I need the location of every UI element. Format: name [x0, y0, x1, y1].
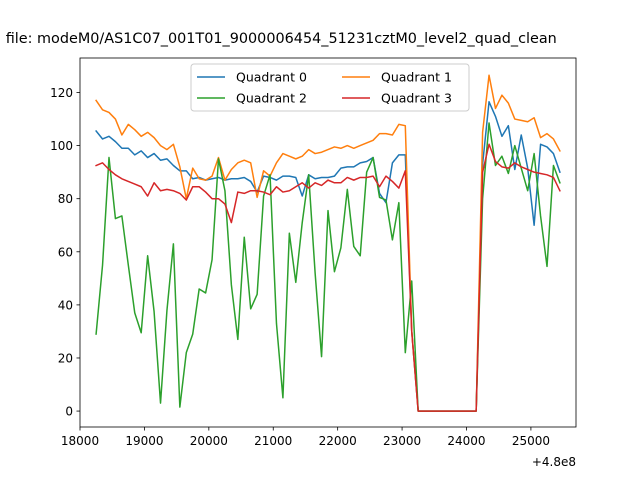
x-tick-label: 24000: [447, 434, 485, 448]
chart-title: n file: modeM0/AS1C07_001T01_9000006454_…: [0, 31, 557, 47]
series-line-quadrant-1: [95, 74, 561, 412]
x-tick-label: 22000: [319, 434, 357, 448]
y-tick-label: 120: [50, 86, 73, 100]
x-tick-label: 19000: [125, 434, 163, 448]
plot-frame: [79, 57, 577, 428]
y-tick-label: 80: [58, 192, 73, 206]
axes-layer: 18000 19000 20000 21000 22000 23000 24000 25000…: [50, 57, 577, 448]
x-tick-label: 23000: [383, 434, 421, 448]
legend: Quadrant 0 Quadrant 1 Quadrant 2 Quadrant 3: [190, 63, 470, 112]
legend-label-quadrant-3: Quadrant 3: [381, 91, 452, 106]
y-tick-label: 0: [65, 405, 73, 419]
series-line-quadrant-3: [95, 143, 561, 412]
legend-frame: [190, 63, 470, 112]
series-layer: [95, 74, 561, 412]
x-tick-label: 18000: [61, 434, 99, 448]
x-tick-label: 21000: [254, 434, 292, 448]
legend-label-quadrant-2: Quadrant 2: [236, 91, 307, 106]
y-tick-label: 20: [58, 351, 73, 365]
y-tick-label: 100: [50, 139, 73, 153]
legend-label-quadrant-0: Quadrant 0: [236, 70, 307, 85]
legend-label-quadrant-1: Quadrant 1: [381, 70, 452, 85]
x-tick-label: 25000: [512, 434, 550, 448]
x-axis-offset-text: +4.8e8: [532, 455, 576, 469]
y-tick-label: 60: [58, 245, 73, 259]
x-tick-label: 20000: [190, 434, 228, 448]
y-tick-label: 40: [58, 298, 73, 312]
